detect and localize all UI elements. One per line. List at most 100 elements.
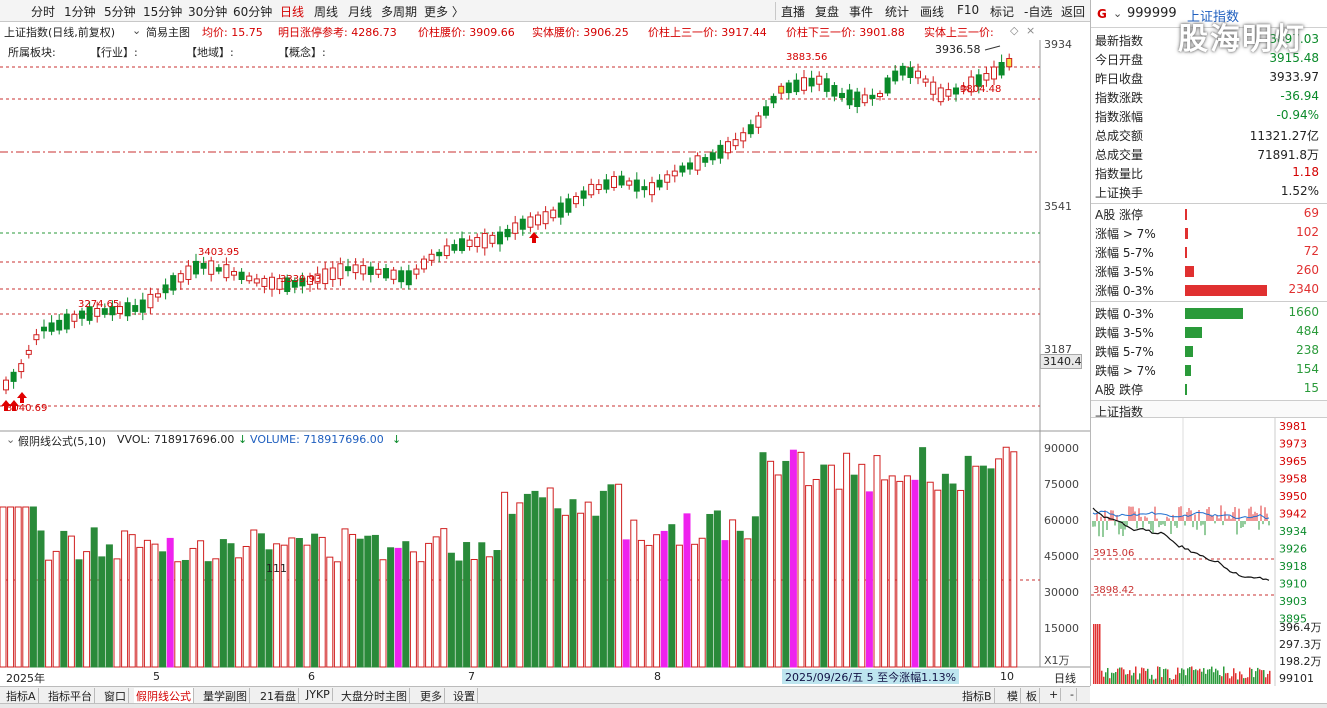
period-tab-monthly[interactable]: 月线: [348, 5, 373, 19]
period-tab-timeshare[interactable]: 分时: [31, 5, 56, 19]
tab-template[interactable]: 模: [1005, 688, 1021, 704]
close-icon[interactable]: ×: [1026, 24, 1036, 37]
candle-body: [459, 238, 465, 252]
sector-region[interactable]: 【地域】:: [186, 46, 234, 59]
stat-value: 71891.8万: [1257, 148, 1319, 162]
volume-bar: [189, 547, 197, 668]
chevron-down-icon[interactable]: ⌄: [132, 24, 142, 37]
tab-settings[interactable]: 设置: [451, 688, 478, 704]
mini-volume-bar: [1179, 673, 1181, 684]
mini-volume-bar: [1121, 667, 1123, 684]
distribution-label: A股 跌停: [1095, 383, 1144, 397]
volume-bar: [174, 561, 182, 668]
tab-indicator-platform[interactable]: 指标平台: [46, 688, 95, 704]
volume-bar: [1010, 451, 1018, 668]
mini-price-line: [1092, 507, 1270, 581]
tab-window[interactable]: 窗口: [102, 688, 129, 704]
candle-body: [588, 183, 595, 196]
zoom-in-button[interactable]: +: [1047, 688, 1062, 701]
volume-bar: [592, 515, 600, 668]
mini-volume-bar: [1183, 669, 1185, 684]
tab-indicator-b[interactable]: 指标B: [960, 688, 995, 704]
volume-bar: [721, 540, 729, 668]
candle-body: [930, 81, 937, 95]
candle-body: [208, 260, 215, 275]
intraday-mini-chart[interactable]: 3981 3973 3965 3958 3950 3942 3934 3926 3918 3910…: [1091, 418, 1327, 686]
period-tab-multi[interactable]: 多周期: [381, 5, 418, 19]
vol-axis-90000: 90000: [1044, 442, 1079, 455]
distribution-label: A股 涨停: [1095, 208, 1144, 222]
diamond-icon[interactable]: ◇: [1010, 24, 1019, 37]
volume-bar: [455, 560, 463, 668]
volume-bar: [782, 460, 790, 668]
chevron-down-icon[interactable]: ⌄: [1113, 7, 1123, 20]
mark-button[interactable]: 标记: [990, 5, 1015, 19]
period-tab-15min[interactable]: 15分钟: [143, 5, 183, 19]
remove-watchlist-button[interactable]: -自选: [1024, 5, 1053, 19]
mini-axis-label: 99101: [1279, 672, 1314, 685]
distribution-value: 15: [1303, 381, 1319, 395]
volume-bar: [288, 537, 296, 668]
tab-more[interactable]: 更多: [418, 688, 445, 704]
period-tab-daily[interactable]: 日线: [280, 5, 305, 19]
tab-indicator-a[interactable]: 指标A: [4, 688, 39, 704]
candle-body: [573, 196, 579, 205]
volume-bar: [843, 452, 851, 668]
mini-volume-bar: [1139, 673, 1141, 684]
distribution-value: 1660: [1288, 305, 1319, 319]
volume-indicator-name[interactable]: 假阴线公式(5,10): [18, 435, 107, 448]
period-tab-5min[interactable]: 5分钟: [104, 5, 136, 19]
volume-bar: [326, 556, 334, 668]
volume-bar: [577, 512, 585, 668]
review-button[interactable]: 复盘: [815, 5, 840, 19]
candlestick-chart[interactable]: [0, 40, 1090, 432]
main-chart-mode[interactable]: 简易主图: [146, 26, 190, 39]
tab-jykp[interactable]: JYKP: [304, 688, 333, 701]
sector-concept[interactable]: 【概念】:: [278, 46, 326, 59]
live-button[interactable]: 直播: [781, 5, 806, 19]
volume-bar: [972, 465, 980, 668]
zoom-out-button[interactable]: -: [1068, 688, 1077, 701]
period-tab-1min[interactable]: 1分钟: [64, 5, 96, 19]
sector-industry[interactable]: 【行业】:: [90, 46, 138, 59]
volume-bar: [736, 530, 744, 668]
volume-bar: [379, 559, 387, 668]
mini-axis-label: 396.4万: [1279, 621, 1322, 634]
candle-body: [56, 319, 63, 331]
f10-button[interactable]: F10: [957, 3, 980, 17]
back-button[interactable]: 返回: [1061, 5, 1086, 19]
mini-volume-bar: [1163, 669, 1165, 684]
period-tab-weekly[interactable]: 周线: [314, 5, 339, 19]
mini-volume-bar: [1255, 671, 1257, 684]
tab-21-watch[interactable]: 21看盘: [258, 688, 299, 704]
mini-volume-bar: [1131, 675, 1133, 684]
volume-bar: [599, 490, 607, 668]
period-tab-60min[interactable]: 60分钟: [233, 5, 273, 19]
vol-axis-45000: 45000: [1044, 550, 1079, 563]
volume-chart[interactable]: [0, 432, 1090, 686]
tab-board[interactable]: 板: [1024, 688, 1040, 704]
chevron-down-icon[interactable]: ⌄: [6, 433, 16, 446]
arrow-up-icon: [9, 400, 19, 411]
candle-body: [633, 179, 640, 192]
candle-body: [884, 77, 891, 94]
draw-button[interactable]: 画线: [920, 5, 945, 19]
mini-volume-bar: [1171, 679, 1173, 684]
mini-volume-bar: [1149, 678, 1151, 684]
volume-info-line: ⌄ 假阴线公式(5,10) VVOL: 718917696.00 ↓ VOLUM…: [0, 432, 1040, 448]
volume-bar: [523, 493, 531, 668]
events-button[interactable]: 事件: [849, 5, 874, 19]
period-tab-more[interactable]: 更多 〉: [424, 5, 464, 19]
volume-bar: [470, 558, 478, 668]
candle-body: [223, 264, 230, 279]
stats-button[interactable]: 统计: [885, 5, 910, 19]
tab-fake-yin-formula[interactable]: 假阴线公式: [134, 688, 194, 704]
mini-volume-bar: [1153, 679, 1155, 684]
tab-volume-sub[interactable]: 量学副图: [201, 688, 250, 704]
distribution-bar: [1185, 228, 1188, 239]
period-tab-30min[interactable]: 30分钟: [188, 5, 228, 19]
refresh-icon[interactable]: G: [1097, 7, 1107, 21]
mini-axis-label: 3895: [1279, 613, 1307, 626]
tab-market-timeshare[interactable]: 大盘分时主图: [339, 688, 410, 704]
stat-label: 上证换手: [1095, 186, 1144, 200]
